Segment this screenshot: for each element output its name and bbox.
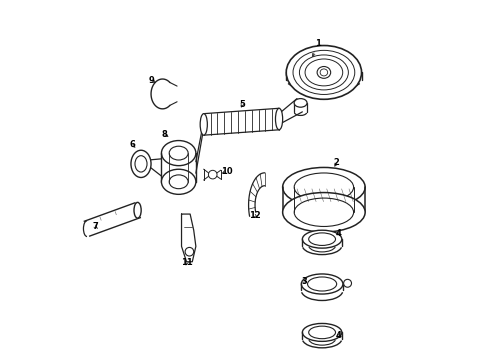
Text: 6: 6 bbox=[129, 140, 135, 149]
Text: 8: 8 bbox=[162, 130, 168, 139]
Ellipse shape bbox=[299, 55, 348, 90]
Text: 4: 4 bbox=[336, 229, 342, 238]
Ellipse shape bbox=[294, 198, 354, 226]
Text: 9: 9 bbox=[149, 76, 155, 85]
Ellipse shape bbox=[135, 156, 147, 172]
Text: 5: 5 bbox=[239, 100, 245, 109]
Text: 3: 3 bbox=[301, 276, 307, 285]
Ellipse shape bbox=[309, 233, 336, 246]
Text: 2: 2 bbox=[334, 158, 340, 167]
Ellipse shape bbox=[294, 173, 354, 201]
Ellipse shape bbox=[293, 50, 355, 94]
Text: 10: 10 bbox=[220, 167, 232, 176]
Circle shape bbox=[343, 279, 351, 287]
Text: 7: 7 bbox=[93, 222, 98, 231]
Circle shape bbox=[208, 170, 217, 179]
Ellipse shape bbox=[283, 193, 365, 232]
Ellipse shape bbox=[320, 69, 328, 76]
Text: 12: 12 bbox=[249, 211, 261, 220]
Ellipse shape bbox=[317, 67, 331, 78]
Ellipse shape bbox=[161, 169, 196, 194]
Circle shape bbox=[185, 247, 194, 256]
Text: 1: 1 bbox=[312, 39, 321, 57]
Ellipse shape bbox=[200, 114, 207, 135]
Ellipse shape bbox=[275, 108, 283, 130]
Ellipse shape bbox=[169, 146, 188, 160]
Ellipse shape bbox=[302, 230, 342, 248]
Ellipse shape bbox=[161, 140, 196, 166]
Ellipse shape bbox=[302, 323, 342, 341]
Ellipse shape bbox=[309, 326, 336, 339]
Ellipse shape bbox=[305, 59, 343, 86]
Ellipse shape bbox=[134, 202, 141, 218]
Ellipse shape bbox=[301, 274, 343, 294]
Text: 4: 4 bbox=[336, 331, 342, 340]
Ellipse shape bbox=[131, 150, 151, 177]
Ellipse shape bbox=[294, 99, 307, 107]
Ellipse shape bbox=[169, 175, 188, 189]
Ellipse shape bbox=[286, 45, 362, 99]
Ellipse shape bbox=[308, 277, 337, 291]
Text: 11: 11 bbox=[181, 258, 193, 267]
Ellipse shape bbox=[283, 167, 365, 207]
